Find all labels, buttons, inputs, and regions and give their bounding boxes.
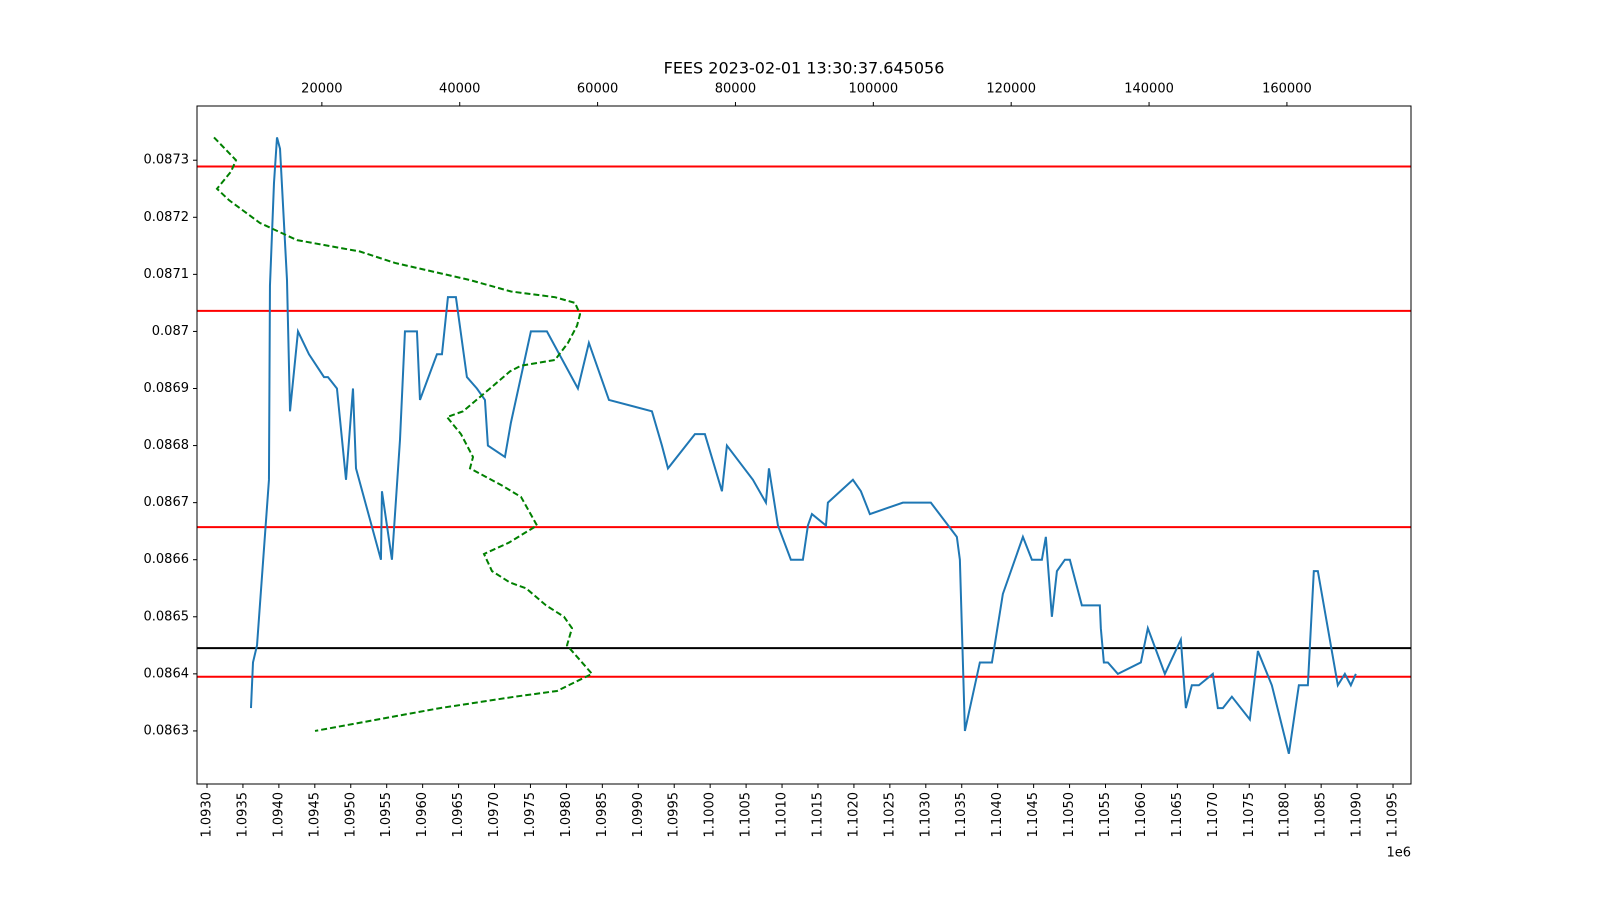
x2-tick-label: 140000	[1124, 82, 1174, 97]
x-tick-label: 1.1000	[703, 792, 718, 838]
x-tick-label: 1.1045	[1026, 792, 1041, 838]
x-tick-label: 1.1050	[1062, 792, 1077, 838]
x-tick-label: 1.1025	[882, 792, 897, 838]
y-tick-label: 0.0872	[144, 210, 190, 225]
series-line	[249, 137, 1357, 754]
plot-frame	[196, 105, 1412, 785]
x-tick-label: 1.1085	[1314, 792, 1329, 838]
x-tick-label: 1.0930	[199, 792, 214, 838]
x-tick-label: 1.0970	[487, 792, 502, 838]
x-tick-label: 1.0960	[415, 792, 430, 838]
x-tick-label: 1.0935	[235, 792, 250, 838]
y-tick-label: 0.087	[152, 324, 189, 339]
y-tick-label: 0.0868	[144, 438, 190, 453]
x-tick-label: 1.1070	[1206, 792, 1221, 838]
y-tick-label: 0.0869	[144, 381, 190, 396]
x-tick-label: 1.1075	[1242, 792, 1257, 838]
x-tick-label: 1.1080	[1278, 792, 1293, 838]
x2-tick-label: 20000	[301, 82, 342, 97]
x-tick-label: 1.0940	[271, 792, 286, 838]
x-tick-label: 1.1020	[846, 792, 861, 838]
x2-tick-label: 120000	[986, 82, 1036, 97]
x-tick-label: 1.0965	[451, 792, 466, 838]
x-tick-label: 1.0975	[523, 792, 538, 838]
x2-tick-label: 80000	[715, 82, 756, 97]
x2-tick-label: 100000	[849, 82, 899, 97]
x-tick-label: 1.1095	[1386, 792, 1401, 838]
x-tick-label: 1.0980	[559, 792, 574, 838]
x-tick-label: 1.1090	[1350, 792, 1365, 838]
x-tick-label: 1.1030	[918, 792, 933, 838]
x-tick-label: 1.1005	[739, 792, 754, 838]
chart-title: FEES 2023-02-01 13:30:37.645056	[664, 59, 945, 78]
y-tick-label: 0.0863	[144, 723, 190, 738]
y-tick-label: 0.0865	[144, 609, 190, 624]
x-tick-label: 1.0955	[379, 792, 394, 838]
y-tick-label: 0.0873	[144, 153, 190, 168]
x-tick-label: 1.0945	[307, 792, 322, 838]
x-tick-label: 1.1035	[954, 792, 969, 838]
x-tick-label: 1.1040	[990, 792, 1005, 838]
x-tick-label: 1.1065	[1170, 792, 1185, 838]
x-tick-label: 1.0990	[631, 792, 646, 838]
x-tick-label: 1.1010	[775, 792, 790, 838]
x2-tick-label: 160000	[1262, 82, 1312, 97]
x-tick-label: 1.0950	[343, 792, 358, 838]
y-tick-label: 0.0867	[144, 495, 190, 510]
y-tick-label: 0.0871	[144, 267, 190, 282]
x-tick-label: 1.0995	[667, 792, 682, 838]
x2-tick-label: 60000	[577, 82, 618, 97]
x-tick-label: 1.1060	[1134, 792, 1149, 838]
x-tick-label: 1.0985	[595, 792, 610, 838]
x2-tick-label: 40000	[439, 82, 480, 97]
x-tick-label: 1.1055	[1098, 792, 1113, 838]
series-line	[213, 136, 594, 732]
x-tick-label: 1.1015	[810, 792, 825, 838]
x-offset-label: 1e6	[1386, 846, 1411, 861]
y-tick-label: 0.0866	[144, 552, 190, 567]
y-tick-label: 0.0864	[144, 666, 190, 681]
